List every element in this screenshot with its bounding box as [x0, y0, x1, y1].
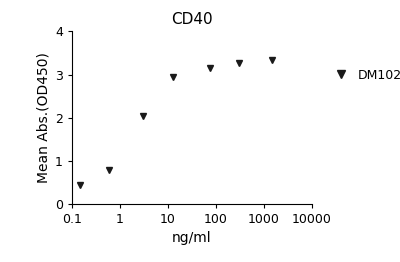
X-axis label: ng/ml: ng/ml [172, 231, 212, 244]
Title: CD40: CD40 [171, 13, 213, 28]
Y-axis label: Mean Abs.(OD450): Mean Abs.(OD450) [37, 52, 51, 183]
DM102 [208, 67, 212, 70]
DM102 [78, 183, 83, 187]
DM102 [236, 61, 241, 64]
DM102 [170, 75, 175, 78]
DM102 [140, 114, 145, 117]
DM102 [270, 58, 275, 61]
DM102 [107, 168, 112, 171]
Line: DM102: DM102 [77, 56, 276, 188]
Legend: DM102: DM102 [323, 64, 400, 87]
